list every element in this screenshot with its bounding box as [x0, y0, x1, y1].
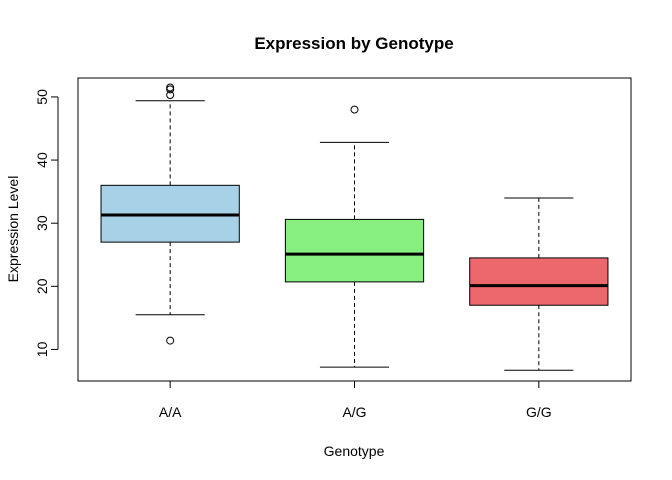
- y-tick-label: 50: [34, 89, 50, 105]
- x-tick-label: A/A: [159, 404, 182, 420]
- x-tick-label: G/G: [526, 404, 552, 420]
- x-axis: A/A A/G G/G: [159, 380, 552, 420]
- x-tick-label: A/G: [342, 404, 366, 420]
- iqr-box: [284, 218, 425, 283]
- outlier-point: [166, 83, 175, 92]
- box-series: [100, 83, 609, 371]
- y-axis: 10 20 30 40 50: [34, 89, 59, 357]
- iqr-box: [469, 257, 609, 306]
- y-tick-label: 10: [34, 341, 50, 357]
- y-axis-label: Expression Level: [5, 176, 21, 283]
- chart-title: Expression by Genotype: [254, 34, 453, 53]
- outlier-point: [350, 105, 359, 114]
- y-tick-label: 30: [34, 215, 50, 231]
- box-a-g: [284, 105, 425, 368]
- x-axis-label: Genotype: [324, 443, 385, 459]
- outlier-point: [166, 336, 175, 345]
- y-tick-label: 20: [34, 278, 50, 294]
- y-tick-label: 40: [34, 152, 50, 168]
- box-a-a: [100, 83, 240, 345]
- box-g-g: [469, 197, 609, 371]
- outlier-point: [166, 91, 175, 100]
